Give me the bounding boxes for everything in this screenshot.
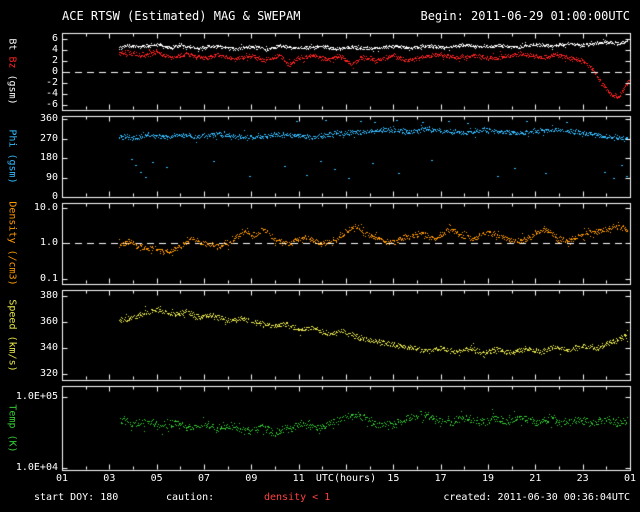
y-axis-title-part: (gsm) <box>6 68 18 105</box>
y-axis-title-part: Bz <box>6 50 18 69</box>
y-tick-label-mag: 0 <box>51 65 58 77</box>
y-tick-label-mag: -4 <box>45 87 58 99</box>
y-tick-label-mag: -2 <box>45 76 58 88</box>
footer-start-doy: start DOY: 180 <box>34 492 119 503</box>
x-tick-label: 07 <box>197 473 211 484</box>
y-tick-label-speed: 380 <box>39 290 58 302</box>
y-axis-title-text: Temp (K) <box>7 404 18 452</box>
x-tick-label: 21 <box>529 473 542 484</box>
y-axis-title-mag: Bt Bz (gsm) <box>1 33 23 110</box>
y-tick-label-speed: 320 <box>39 367 58 379</box>
y-axis-title-part: Bt <box>6 38 18 51</box>
x-tick-label: 05 <box>150 473 163 484</box>
y-tick-label-mag: -6 <box>45 98 58 110</box>
y-tick-label-density: 1.0 <box>39 237 58 249</box>
y-axis-title-text: Speed (km/s) <box>7 299 18 371</box>
y-axis-title-part: Phi <box>6 129 18 148</box>
y-tick-label-density: 0.1 <box>39 272 58 284</box>
y-axis-title-part: (km/s) <box>6 328 18 372</box>
x-axis-label: UTC(hours) <box>306 473 386 484</box>
footer-density-warning: density < 1 <box>264 492 331 503</box>
x-tick-label: 15 <box>387 473 400 484</box>
y-axis-title-part: Density <box>6 201 18 244</box>
y-tick-label-density: 10.0 <box>33 202 58 214</box>
y-axis-title-speed: Speed (km/s) <box>1 290 23 380</box>
x-tick-label: 23 <box>576 473 589 484</box>
y-axis-title-part: (/cm3) <box>6 243 18 286</box>
y-tick-label-phi: 360 <box>39 113 58 125</box>
y-tick-label-phi: 90 <box>45 171 58 183</box>
y-tick-label-mag: 6 <box>51 32 58 44</box>
x-tick-label: 01 <box>623 473 637 484</box>
footer-created-timestamp: created: 2011-06-30 00:36:04UTC <box>443 492 630 503</box>
x-tick-label: 11 <box>292 473 305 484</box>
y-axis-title-density: Density (/cm3) <box>1 201 23 285</box>
y-tick-label-phi: 0 <box>51 191 58 202</box>
y-tick-label-mag: 4 <box>51 43 58 55</box>
y-tick-label-temp: 1.0E+05 <box>15 390 58 402</box>
y-axis-title-part: (gsm) <box>6 147 18 184</box>
y-tick-label-mag: 2 <box>51 54 58 66</box>
chart-title: ACE RTSW (Estimated) MAG & SWEPAM <box>62 9 301 23</box>
y-axis-title-phi: Phi (gsm) <box>1 116 23 197</box>
x-tick-label: 09 <box>245 473 258 484</box>
y-tick-label-temp: 1.0E+04 <box>15 462 58 474</box>
y-tick-label-phi: 270 <box>39 132 58 144</box>
y-axis-title-part: Temp <box>6 403 18 428</box>
footer-caution-label: caution: <box>166 492 215 503</box>
y-tick-label-speed: 340 <box>39 341 58 353</box>
y-axis-title-temp: Temp (K) <box>1 386 23 470</box>
y-axis-title-part: (K) <box>6 428 18 453</box>
x-tick-label: 03 <box>103 473 116 484</box>
y-axis-title-text: Bt Bz (gsm) <box>7 38 18 104</box>
y-tick-label-phi: 180 <box>39 152 58 164</box>
x-tick-label: 01 <box>55 473 69 484</box>
y-axis-title-text: Density (/cm3) <box>7 201 18 285</box>
begin-timestamp: Begin: 2011-06-29 01:00:00UTC <box>420 9 630 23</box>
x-tick-label: 17 <box>434 473 447 484</box>
y-tick-label-speed: 360 <box>39 316 58 328</box>
x-tick-label: 19 <box>481 473 495 484</box>
y-axis-title-part: Speed <box>6 298 18 329</box>
y-axis-title-text: Phi (gsm) <box>7 129 18 183</box>
